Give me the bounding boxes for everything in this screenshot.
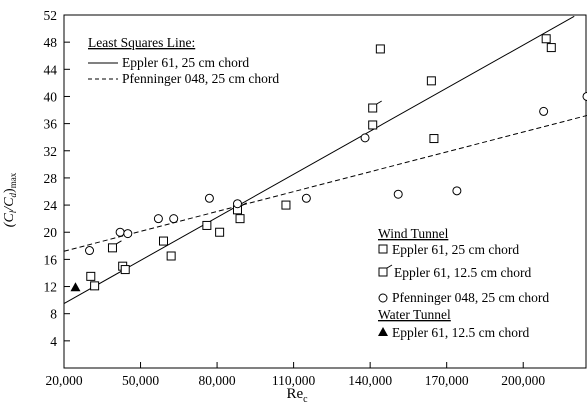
- square-flag-box: [368, 103, 378, 113]
- square-marker: [158, 236, 168, 246]
- x-tick-label: 200,000: [501, 373, 545, 388]
- legend-square-icon: [378, 244, 388, 254]
- y-tick-label: 48: [44, 35, 58, 50]
- x-tick-label: 80,000: [199, 373, 236, 388]
- square-marker: [426, 76, 436, 86]
- pfenninger-fit-line: [63, 114, 587, 252]
- y-tick-label: 12: [44, 280, 58, 295]
- y-tick-label: 52: [44, 8, 58, 23]
- circle-marker: [153, 214, 163, 224]
- plot-frame: [63, 14, 587, 369]
- x-tick-label: 170,000: [425, 373, 469, 388]
- y-tick-label: 40: [44, 89, 58, 104]
- circle-marker: [115, 227, 125, 237]
- x-tick-label: 50,000: [122, 373, 159, 388]
- y-axis-label: (Cl/Cd)max: [2, 172, 18, 227]
- legend-lines: Least Squares Line: Eppler 61, 25 cm cho…: [88, 35, 279, 86]
- circle-marker: [85, 246, 95, 256]
- circle-marker: [393, 189, 403, 199]
- y-tick-label: 32: [44, 144, 58, 159]
- circle-marker: [539, 106, 549, 116]
- x-axis-label: Rec: [286, 386, 308, 405]
- square-flag-marker: [368, 100, 382, 113]
- square-flag-marker: [107, 240, 122, 253]
- legend-dashed-line-label: Pfenninger 048, 25 cm chord: [122, 71, 279, 86]
- legend-markers: Wind Tunnel Eppler 61, 25 cm chord Epple…: [378, 226, 549, 340]
- legend-square-label: Eppler 61, 25 cm chord: [392, 242, 519, 257]
- square-marker: [120, 265, 130, 275]
- square-marker: [202, 220, 212, 230]
- x-tick-label: 20,000: [45, 373, 82, 388]
- legend-square-flag-label: Eppler 61, 12.5 cm chord: [394, 265, 531, 280]
- circle-marker: [452, 186, 462, 196]
- square-flag-tick: [241, 202, 247, 207]
- data-points: [70, 34, 587, 292]
- y-tick-label: 20: [44, 225, 58, 240]
- square-marker: [90, 281, 100, 291]
- svg-text:(Cl/Cd)max: (Cl/Cd)max: [2, 172, 18, 227]
- square-marker: [368, 120, 378, 130]
- square-marker: [541, 34, 551, 44]
- square-flag-tick: [116, 240, 122, 245]
- circle-marker: [360, 133, 370, 143]
- square-marker: [86, 271, 96, 281]
- triangle-marker: [70, 282, 81, 292]
- square-flag-box: [107, 243, 117, 253]
- circle-marker: [123, 229, 133, 239]
- x-tick-label: 140,000: [348, 373, 392, 388]
- square-flag-tick: [376, 100, 382, 105]
- legend-water-tunnel-title: Water Tunnel: [378, 307, 451, 322]
- y-tick-label: 16: [44, 252, 58, 267]
- legend-circle-icon: [378, 293, 388, 303]
- square-marker: [215, 227, 225, 237]
- legend-triangle-icon: [378, 327, 388, 336]
- eppler-fit-line: [63, 15, 575, 304]
- square-marker: [546, 43, 556, 53]
- y-tick-label: 44: [44, 62, 58, 77]
- least-squares-lines: [63, 15, 587, 304]
- y-tick-label: 28: [44, 171, 58, 186]
- y-tick-label: 8: [50, 307, 57, 322]
- legend-circle-label: Pfenninger 048, 25 cm chord: [392, 290, 549, 305]
- x-tick-label: 110,000: [272, 373, 316, 388]
- legend-solid-line-label: Eppler 61, 25 cm chord: [122, 55, 249, 70]
- legend-lines-title: Least Squares Line:: [88, 35, 195, 50]
- y-tick-label: 36: [44, 117, 58, 132]
- circle-marker: [301, 193, 311, 203]
- tick-labels: 20,000 50,000 80,000 110,000 140,000 170,000 2…: [44, 8, 546, 388]
- circle-marker: [232, 199, 242, 209]
- legend-wind-tunnel-title: Wind Tunnel: [378, 226, 449, 241]
- square-marker: [429, 134, 439, 144]
- square-marker: [235, 214, 245, 224]
- circle-marker: [582, 91, 587, 101]
- square-marker: [281, 200, 291, 210]
- circle-marker: [169, 214, 179, 224]
- square-marker: [375, 44, 385, 54]
- y-tick-label: 4: [50, 334, 57, 349]
- circle-marker: [204, 193, 214, 203]
- y-tick-label: 24: [44, 198, 58, 213]
- square-marker: [166, 251, 176, 261]
- legend-square-flag-icon: [378, 264, 393, 277]
- axes: [63, 14, 587, 369]
- legend-triangle-label: Eppler 61, 12.5 cm chord: [392, 325, 529, 340]
